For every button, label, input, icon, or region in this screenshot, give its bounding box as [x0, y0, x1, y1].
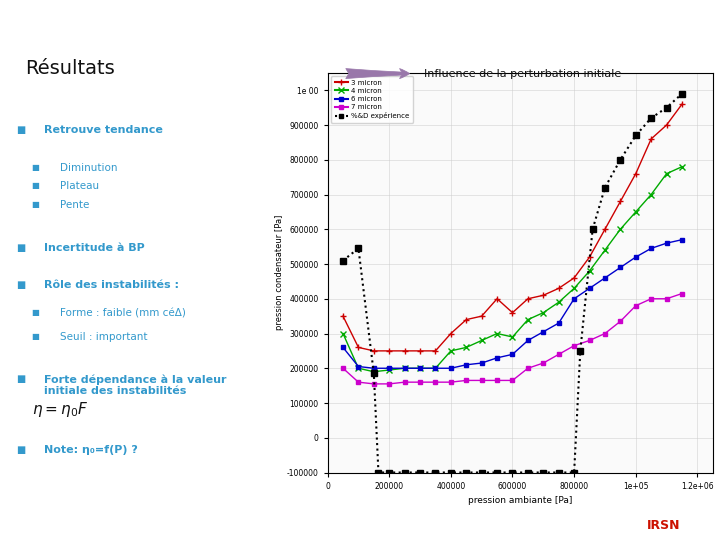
Text: 2- Rôle des instabilités de Rayleigh Taylor: 2- Rôle des instabilités de Rayleigh Tay… [11, 12, 369, 28]
Text: Rôle des instabilités :: Rôle des instabilités : [45, 280, 179, 290]
Text: IRSN: IRSN [647, 518, 680, 532]
Text: ■: ■ [32, 181, 40, 191]
Text: Note: η₀=f(P) ?: Note: η₀=f(P) ? [45, 444, 138, 455]
Legend: 3 micron, 4 micron, 6 micron, 7 micron, %&D expérience: 3 micron, 4 micron, 6 micron, 7 micron, … [331, 76, 413, 123]
Text: ■: ■ [16, 374, 25, 384]
Text: Plateau: Plateau [60, 181, 99, 192]
Text: Diminution: Diminution [60, 163, 117, 173]
Text: ■: ■ [16, 125, 25, 135]
Bar [616, 512, 716, 538]
Y-axis label: pression condensateur [Pa]: pression condensateur [Pa] [275, 215, 284, 330]
Text: ■: ■ [16, 242, 25, 253]
Text: ■: ■ [32, 163, 40, 172]
Text: ■: ■ [32, 332, 40, 341]
Text: ■: ■ [16, 444, 25, 455]
Text: ■: ■ [32, 200, 40, 209]
Text: Résultats: Résultats [25, 59, 115, 78]
Text: Retrouve tendance: Retrouve tendance [45, 125, 163, 135]
Text: Influence de la perturbation initiale: Influence de la perturbation initiale [424, 69, 621, 79]
Text: ■: ■ [16, 280, 25, 290]
Text: Forme : faible (mm céΔ): Forme : faible (mm céΔ) [60, 308, 186, 318]
X-axis label: pression ambiante [Pa]: pression ambiante [Pa] [468, 496, 572, 505]
Text: $\eta = \eta_0 F$: $\eta = \eta_0 F$ [32, 400, 88, 419]
Text: Incertitude à BP: Incertitude à BP [45, 242, 145, 253]
Text: ■: ■ [32, 308, 40, 318]
Text: Forte dépendance à la valeur
initiale des instabilités: Forte dépendance à la valeur initiale de… [45, 374, 227, 396]
Text: Seuil : important: Seuil : important [60, 332, 148, 342]
Text: *- Étude de la phase de déclenchement et d'escalade d'une explosion vapeur- Page: *- Étude de la phase de déclenchement et… [7, 520, 374, 530]
Text: Pente: Pente [60, 200, 89, 210]
